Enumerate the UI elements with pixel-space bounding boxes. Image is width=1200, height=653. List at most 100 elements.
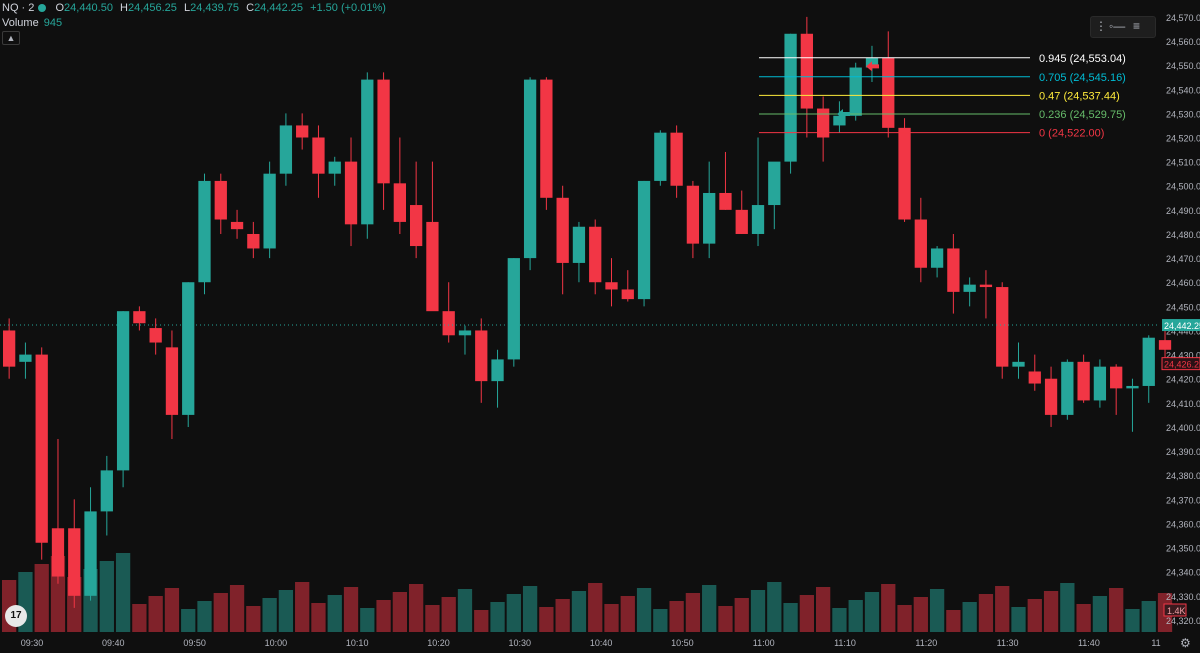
volume-bar [34, 564, 49, 632]
change-value: +1.50 (+0.01%) [310, 2, 386, 14]
time-tick-label: 10:10 [346, 638, 369, 648]
price-axis: 24,320.00 24,330.00 24,340.00 24,350.00 24,3… [0, 13, 1200, 626]
volume-bar [1043, 591, 1059, 632]
volume-axis-label: 1.4K [1167, 606, 1186, 616]
price-tick-label: 24,500.00 [1166, 182, 1200, 192]
volume-bar [506, 594, 521, 632]
low-value: 24,439.75 [190, 2, 240, 14]
candle-body [751, 205, 765, 234]
volume-bar [555, 599, 570, 632]
price-tick-label: 24,410.00 [1166, 399, 1200, 409]
candle-body [882, 57, 895, 128]
price-tick-label: 24,530.00 [1166, 109, 1200, 119]
candle-body [35, 354, 48, 543]
volume-bar [360, 608, 375, 632]
candle-body [1110, 366, 1123, 389]
measure-icon[interactable]: ◦— [1109, 19, 1126, 33]
volume-bar [799, 595, 814, 632]
price-tick-label: 24,430.00 [1166, 351, 1200, 361]
drag-handle-icon[interactable]: ⋮ [1095, 19, 1107, 33]
candle-body [556, 197, 569, 263]
volume-bar [750, 590, 766, 632]
volume-bar [1092, 596, 1108, 632]
price-tick-label: 24,320.00 [1166, 616, 1200, 626]
price-tick-label: 24,470.00 [1166, 254, 1200, 264]
chevron-up-icon[interactable]: ▲ [2, 31, 20, 45]
close-marker-label: 24,426.25 [1164, 360, 1200, 370]
volume-bar [246, 606, 261, 632]
volume-bar [1027, 599, 1042, 632]
gear-icon[interactable]: ⚙ [1180, 636, 1191, 650]
candle-body [963, 284, 976, 292]
candle-body [133, 311, 146, 324]
price-tick-label: 24,460.00 [1166, 278, 1200, 288]
time-tick-label: 11:30 [997, 638, 1019, 648]
arrow-marker-icon [866, 61, 879, 72]
candle-body [344, 161, 358, 225]
time-tick-label: 09:40 [102, 638, 125, 648]
volume-bar [490, 602, 505, 632]
symbol-name[interactable]: NQ · 2 [2, 2, 35, 14]
price-tick-label: 24,450.00 [1166, 302, 1200, 312]
volume-bar [457, 589, 473, 632]
candle-body [393, 183, 406, 222]
volume-label[interactable]: Volume [2, 17, 39, 29]
candle-body [589, 226, 602, 283]
candle-body [768, 161, 781, 206]
price-tick-label: 24,420.00 [1166, 375, 1200, 385]
price-tick-label: 24,520.00 [1166, 133, 1200, 143]
candle-body [996, 287, 1009, 367]
candle-body [833, 115, 846, 126]
fib-level-label: 0 (24,522.00) [1039, 128, 1104, 140]
volume-bar [522, 586, 538, 632]
volume-bar [913, 597, 928, 632]
price-tick-label: 24,330.00 [1166, 592, 1200, 602]
candle-body [182, 282, 195, 415]
time-axis: 09:30 09:40 09:50 10:00 10:10 10:20 10:30 10:40… [21, 638, 1161, 648]
price-tick-label: 24,480.00 [1166, 230, 1200, 240]
candle-body [1093, 366, 1107, 401]
time-tick-label: 09:50 [183, 638, 206, 648]
volume-bars [2, 553, 1173, 632]
volume-bar [978, 594, 994, 632]
candle-body [410, 205, 423, 247]
high-value: 24,456.25 [127, 2, 177, 14]
close-marker-badge [1161, 357, 1200, 371]
candle-body [947, 248, 960, 292]
fib-level-label: 0.705 (24,545.16) [1039, 72, 1126, 84]
price-tick-label: 24,490.00 [1166, 206, 1200, 216]
volume-axis-badge [1163, 603, 1187, 617]
time-tick-label: 11:00 [753, 638, 775, 648]
candles [3, 16, 1172, 608]
price-tick-label: 24,350.00 [1166, 544, 1200, 554]
candle-body [930, 248, 944, 268]
candle-body [19, 354, 32, 362]
candle-body [1044, 378, 1058, 415]
volume-bar [295, 582, 310, 632]
fib-level-label: 0.236 (24,529.75) [1039, 109, 1126, 121]
volume-bar [474, 610, 489, 632]
candle-body [198, 180, 211, 283]
candle-body [149, 328, 162, 343]
candle-body [686, 185, 700, 244]
time-tick-label: 11:40 [1078, 638, 1100, 648]
tradingview-logo-icon[interactable]: 17 [5, 605, 27, 627]
candle-body [312, 137, 325, 174]
candle-body [572, 226, 586, 263]
candle-body [51, 528, 65, 577]
candle-body [637, 180, 651, 300]
candle-body [1012, 361, 1025, 367]
candle-body [1028, 371, 1041, 384]
candle-body [458, 330, 472, 336]
open-value: 24,440.50 [64, 2, 113, 14]
candle-body [670, 132, 683, 186]
volume-bar [441, 597, 456, 632]
price-tick-label: 24,400.00 [1166, 423, 1200, 433]
volume-bar [962, 602, 977, 632]
volume-bar [783, 603, 798, 632]
candle-body [703, 192, 716, 244]
volume-bar [702, 585, 717, 632]
settings-lines-icon[interactable]: ≡ [1133, 19, 1141, 33]
volume-value: 945 [43, 17, 63, 29]
